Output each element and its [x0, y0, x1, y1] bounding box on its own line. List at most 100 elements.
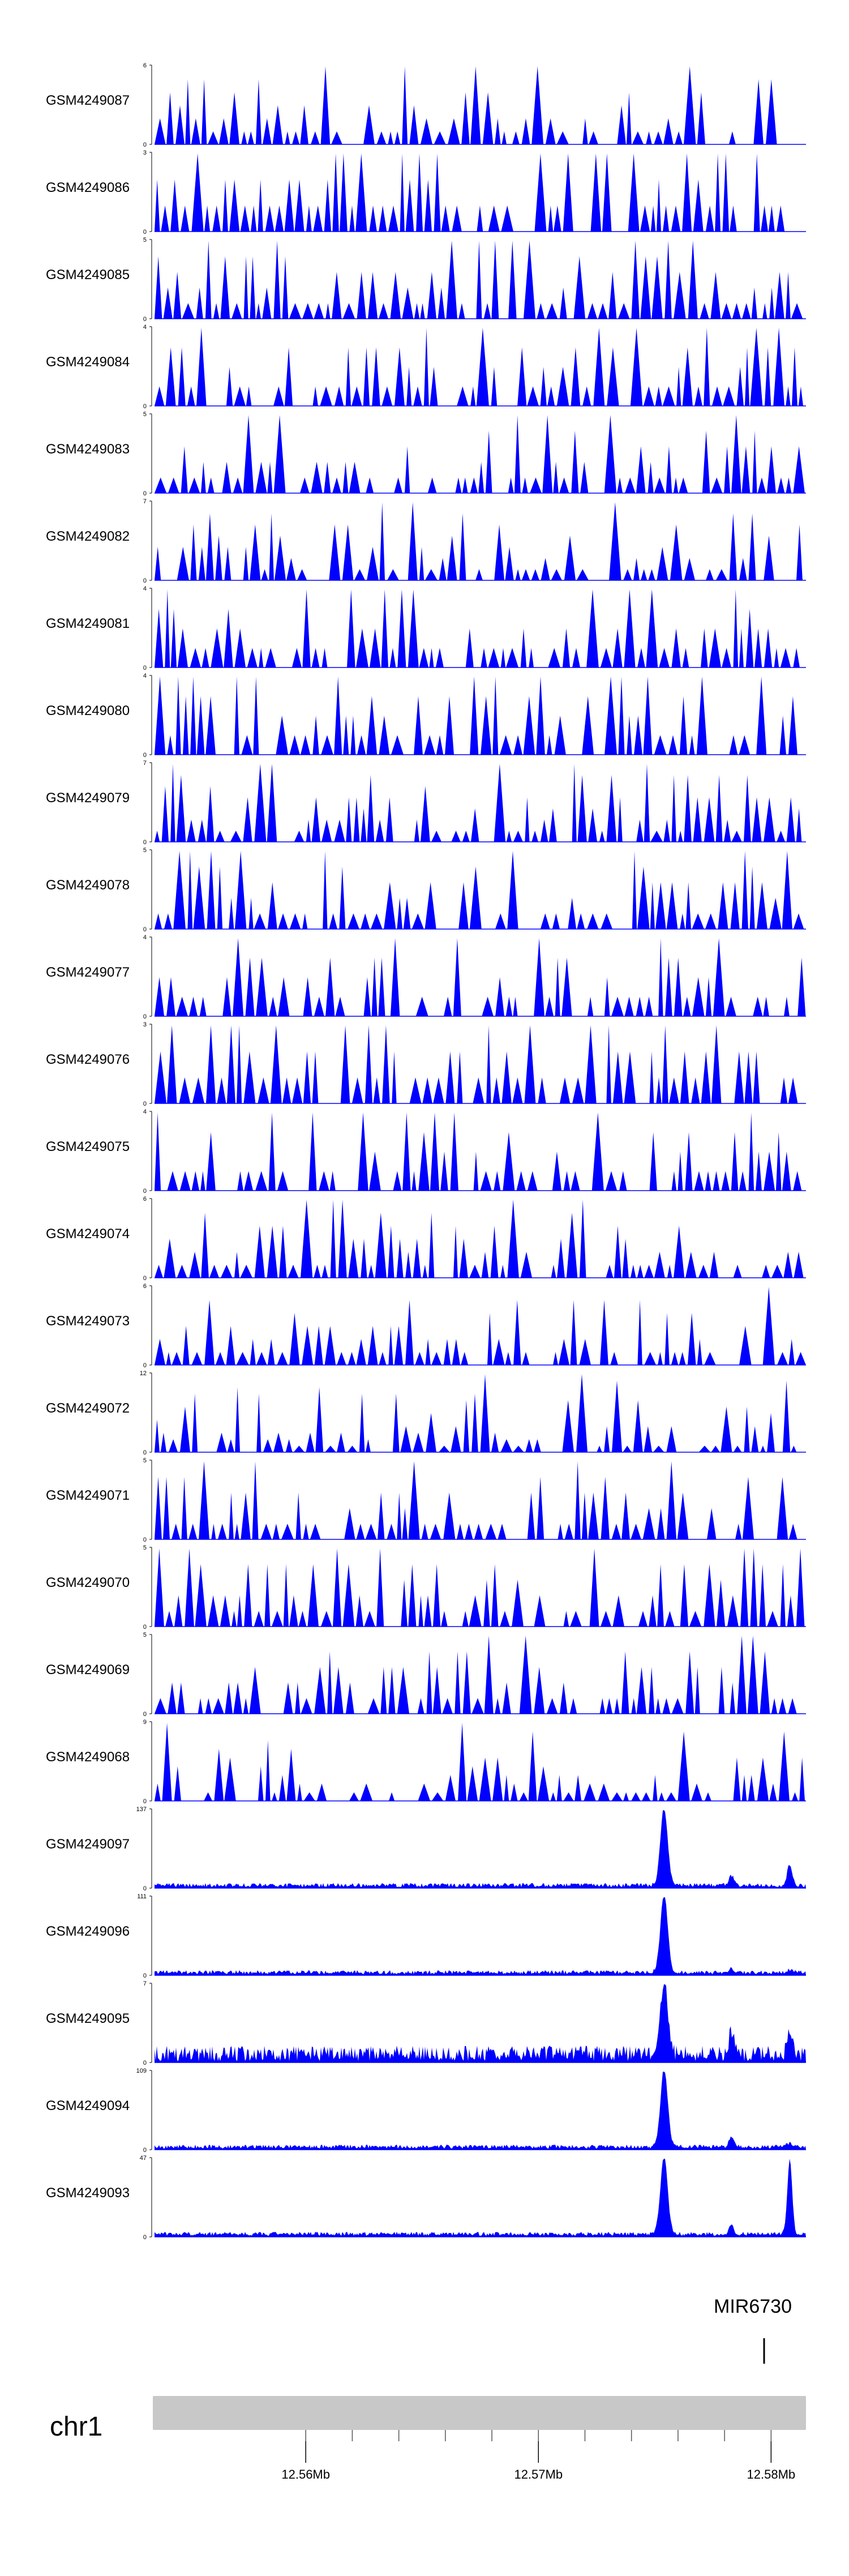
track-label: GSM4249080 [46, 703, 130, 718]
track-GSM4249081: GSM4249081 4 0 [46, 585, 806, 671]
coverage-area [155, 502, 806, 580]
chromosome-label: chr1 [50, 2412, 102, 2442]
track-label: GSM4249084 [46, 354, 130, 370]
track-label: GSM4249095 [46, 2011, 130, 2026]
coverage-area [155, 1897, 806, 1975]
y-max-label: 5 [143, 237, 147, 243]
coverage-area [155, 938, 806, 1016]
track-label: GSM4249072 [46, 1401, 130, 1416]
track-label: GSM4249094 [46, 2098, 130, 2113]
y-max-label: 7 [143, 1980, 147, 1987]
y-max-label: 5 [143, 1632, 147, 1638]
coverage-area [155, 764, 806, 842]
track-GSM4249084: GSM4249084 4 0 [46, 324, 806, 410]
track-label: GSM4249081 [46, 616, 130, 631]
y-min-label: 0 [143, 316, 147, 323]
y-min-label: 0 [143, 1275, 147, 1282]
y-max-label: 47 [140, 2155, 147, 2162]
y-max-label: 6 [143, 1196, 147, 1203]
track-GSM4249094: GSM4249094 109 0 [46, 2068, 806, 2154]
y-min-label: 0 [143, 2234, 147, 2241]
coverage-area [155, 1810, 806, 1888]
track-GSM4249077: GSM4249077 4 0 [46, 934, 806, 1020]
coverage-area [155, 1723, 806, 1801]
coverage-tracks: GSM424908760GSM424908630GSM424908550GSM4… [46, 62, 806, 2241]
y-min-label: 0 [143, 839, 147, 846]
y-max-label: 3 [143, 1021, 147, 1028]
y-max-label: 6 [143, 62, 147, 69]
y-min-label: 0 [143, 1101, 147, 1107]
track-label: GSM4249077 [46, 965, 130, 980]
y-min-label: 0 [143, 490, 147, 497]
coverage-area [155, 1200, 806, 1278]
y-min-label: 0 [143, 926, 147, 933]
y-max-label: 12 [140, 1370, 147, 1377]
y-max-label: 4 [143, 324, 147, 331]
track-label: GSM4249085 [46, 267, 130, 283]
y-max-label: 7 [143, 498, 147, 505]
axis-tick-label: 12.58Mb [747, 2467, 796, 2481]
y-max-label: 4 [143, 934, 147, 941]
coverage-area [155, 1636, 806, 1714]
track-GSM4249095: GSM4249095 7 0 [46, 1980, 806, 2066]
track-label: GSM4249087 [46, 93, 130, 108]
y-min-label: 0 [143, 1798, 147, 1805]
genome-axis: chr1 12.56Mb 12.57Mb 12.58Mb [50, 2396, 806, 2481]
y-max-label: 111 [137, 1893, 147, 1900]
track-GSM4249075: GSM4249075 4 0 [46, 1109, 806, 1195]
y-min-label: 0 [143, 229, 147, 236]
y-min-label: 0 [143, 1362, 147, 1369]
y-min-label: 0 [143, 1624, 147, 1631]
axis-tick-label: 12.57Mb [514, 2467, 563, 2481]
coverage-area [155, 153, 806, 232]
y-max-label: 5 [143, 847, 147, 854]
coverage-area [155, 415, 806, 493]
y-min-label: 0 [143, 752, 147, 759]
gene-label: MIR6730 [714, 2296, 792, 2317]
y-min-label: 0 [143, 1972, 147, 1979]
track-label: GSM4249073 [46, 1313, 130, 1329]
coverage-area [155, 1461, 806, 1539]
coverage-area [155, 677, 806, 755]
y-max-label: 4 [143, 1109, 147, 1115]
y-max-label: 3 [143, 149, 147, 156]
track-GSM4249071: GSM4249071 5 0 [46, 1457, 806, 1543]
track-GSM4249079: GSM4249079 7 0 [46, 760, 806, 846]
track-label: GSM4249076 [46, 1052, 130, 1067]
y-min-label: 0 [143, 1013, 147, 1020]
track-GSM4249097: GSM4249097 137 0 [46, 1806, 806, 1892]
track-label: GSM4249093 [46, 2185, 130, 2201]
track-GSM4249093: GSM4249093 47 0 [46, 2155, 806, 2241]
coverage-area [155, 2072, 806, 2150]
y-min-label: 0 [143, 1537, 147, 1543]
track-GSM4249074: GSM4249074 6 0 [46, 1196, 806, 1282]
track-GSM4249086: GSM4249086 3 0 [46, 149, 806, 236]
y-max-label: 137 [136, 1806, 147, 1813]
track-label: GSM4249075 [46, 1139, 130, 1154]
track-label: GSM4249068 [46, 1749, 130, 1765]
track-label: GSM4249078 [46, 878, 130, 893]
track-GSM4249080: GSM4249080 4 0 [46, 673, 806, 759]
y-max-label: 4 [143, 673, 147, 679]
track-label: GSM4249086 [46, 180, 130, 195]
track-label: GSM4249097 [46, 1837, 130, 1852]
y-min-label: 0 [143, 1885, 147, 1892]
track-GSM4249068: GSM4249068 9 0 [46, 1719, 806, 1805]
coverage-area [155, 589, 806, 667]
track-label: GSM4249070 [46, 1575, 130, 1590]
coverage-area [155, 66, 806, 144]
chromosome-ideogram [153, 2396, 806, 2430]
y-max-label: 109 [136, 2068, 147, 2074]
y-max-label: 5 [143, 1457, 147, 1464]
coverage-area [155, 241, 806, 319]
track-GSM4249072: GSM4249072 12 0 [46, 1370, 806, 1456]
y-min-label: 0 [143, 2060, 147, 2066]
track-GSM4249083: GSM4249083 5 0 [46, 411, 806, 497]
track-GSM4249096: GSM4249096 111 0 [46, 1893, 806, 1979]
y-max-label: 7 [143, 760, 147, 767]
y-max-label: 4 [143, 585, 147, 592]
y-min-label: 0 [143, 665, 147, 671]
y-min-label: 0 [143, 403, 147, 410]
track-label: GSM4249082 [46, 529, 130, 544]
